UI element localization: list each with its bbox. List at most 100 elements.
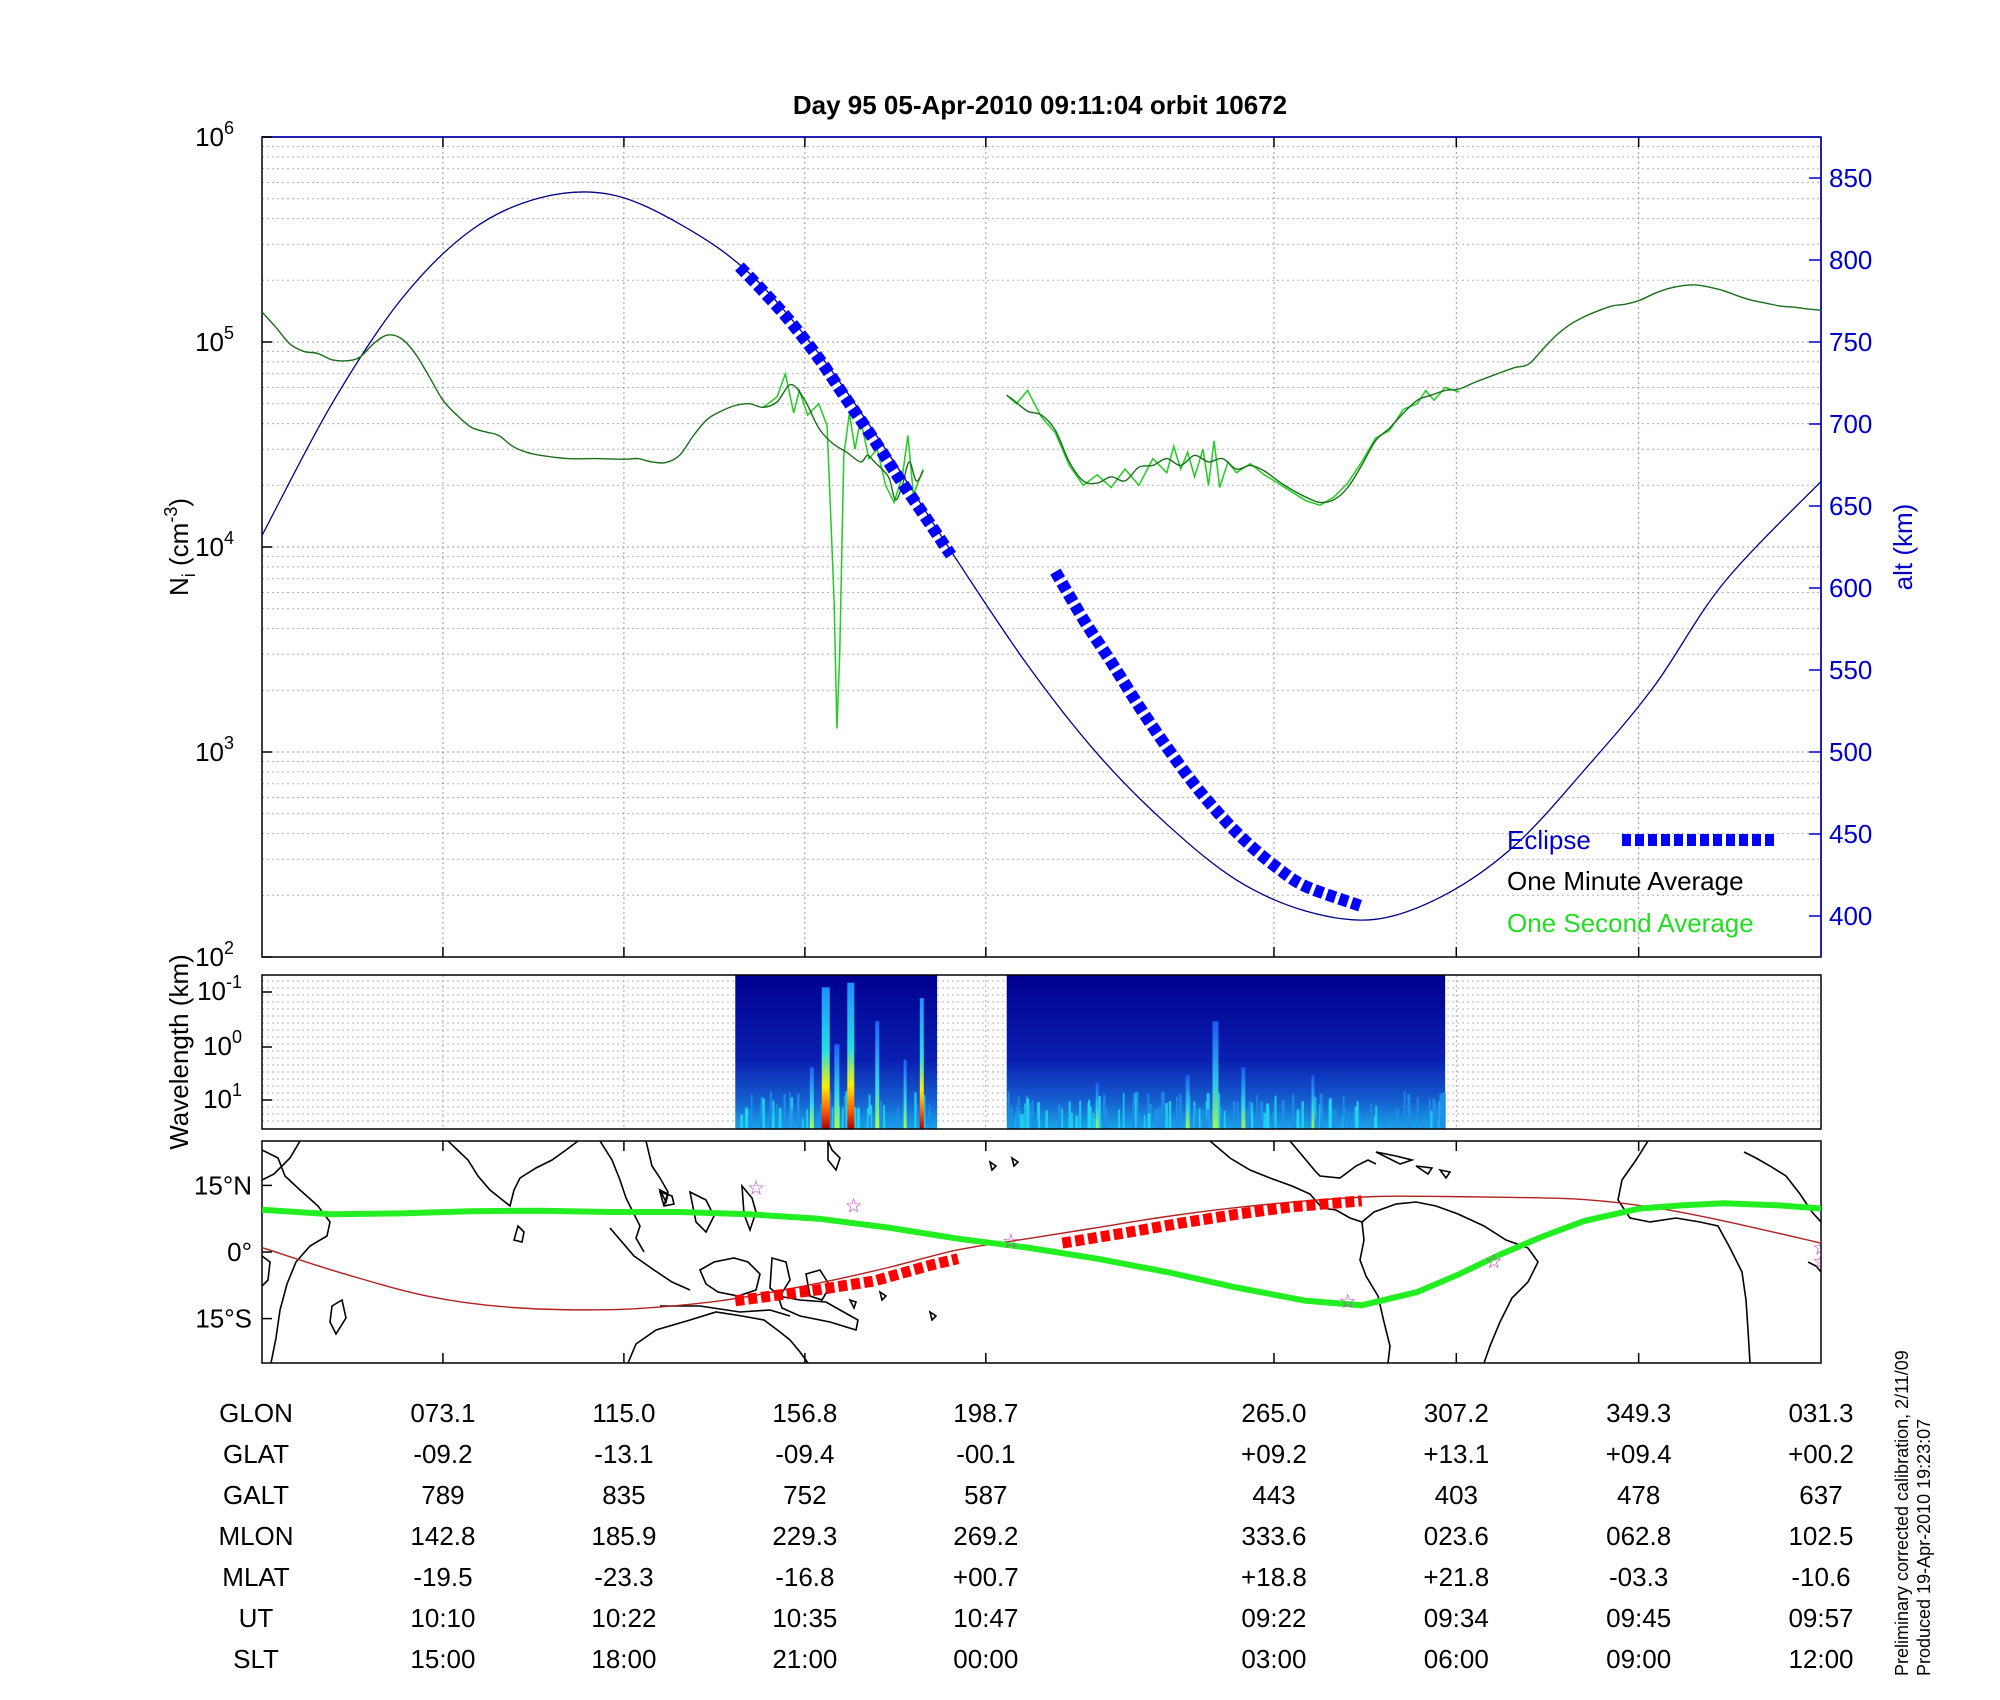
spectrogram-streak <box>1010 1107 1013 1129</box>
legend-label-minute-avg: One Minute Average <box>1507 866 1744 896</box>
spectrogram-peak <box>821 987 830 1129</box>
spectrogram-streak <box>861 1116 864 1129</box>
table-cell: -09.4 <box>775 1439 834 1469</box>
table-cell: -09.2 <box>413 1439 472 1469</box>
ground-eclipse-line <box>1061 1195 1363 1249</box>
spectrogram-streak <box>1058 1104 1061 1129</box>
spectrogram-peak <box>1241 1067 1246 1129</box>
spectrogram-streak <box>1026 1098 1030 1129</box>
spectrogram <box>735 975 1446 1129</box>
table-row-label: MLON <box>218 1521 293 1551</box>
alt-tick-label: 550 <box>1829 655 1872 685</box>
table-cell: 12:00 <box>1788 1644 1853 1674</box>
star-marker: ☆ <box>1002 1231 1020 1253</box>
spectrogram-streak <box>1147 1113 1151 1129</box>
spectrogram-streak <box>854 1107 857 1129</box>
latitude-ticks: 15°N 0° 15°S <box>194 1170 272 1334</box>
spectrogram-streak <box>1383 1118 1386 1129</box>
legend: Eclipse One Minute Average One Second Av… <box>1507 825 1774 938</box>
y-tick-label: 100 <box>203 1027 242 1061</box>
y-tick-label: 102 <box>195 938 234 972</box>
spectrogram-streak <box>1155 1113 1159 1129</box>
table-cell: -19.5 <box>413 1562 472 1592</box>
table-cell: 333.6 <box>1241 1521 1306 1551</box>
alt-tick-label: 600 <box>1829 573 1872 603</box>
spectrogram-streak <box>789 1092 791 1129</box>
table-cell: +00.7 <box>953 1562 1019 1592</box>
spectrogram-streak <box>1176 1096 1179 1129</box>
table-cell: 09:22 <box>1241 1603 1306 1633</box>
spectrogram-peak <box>847 982 855 1129</box>
table-cell: 21:00 <box>772 1644 837 1674</box>
spectrogram-streak <box>1098 1096 1101 1129</box>
table-cell: -23.3 <box>594 1562 653 1592</box>
table-cell: 307.2 <box>1424 1398 1489 1428</box>
spectrogram-streak <box>1089 1106 1092 1129</box>
table-cell: 185.9 <box>591 1521 656 1551</box>
spectrogram-streak <box>1007 1091 1010 1129</box>
coastlines <box>262 1141 1821 1363</box>
spectrogram-streak <box>879 1101 883 1129</box>
spectrogram-peak <box>875 1021 880 1129</box>
table-cell: 023.6 <box>1424 1521 1489 1551</box>
spectrogram-streak <box>1253 1115 1256 1129</box>
spectrogram-streak <box>796 1093 800 1129</box>
alt-tick-label: 750 <box>1829 327 1872 357</box>
spectrogram-streak <box>1433 1102 1437 1129</box>
spectrogram-streak <box>783 1094 786 1129</box>
spectrogram-streak <box>1070 1112 1073 1129</box>
density-grid <box>262 137 1821 957</box>
one-second-average-line <box>1006 386 1460 507</box>
table-cell: 835 <box>602 1480 645 1510</box>
spectrogram-streak <box>1045 1110 1048 1129</box>
spectrogram-streak <box>1342 1096 1345 1129</box>
spectrogram-streak <box>1443 1092 1446 1129</box>
table-cell: +09.4 <box>1606 1439 1672 1469</box>
y-tick-label: 105 <box>195 323 234 357</box>
wavelength-y-ticks: 10-1 100 101 <box>197 972 272 1114</box>
lat-tick-label: 15°N <box>194 1170 252 1200</box>
spectrogram-streak <box>1333 1116 1337 1129</box>
spectrogram-streak <box>1105 1108 1108 1129</box>
spectrogram-streak <box>778 1107 782 1129</box>
table-cell: 198.7 <box>953 1398 1018 1428</box>
table-cell: 15:00 <box>410 1644 475 1674</box>
spectrogram-streak <box>1198 1108 1201 1129</box>
ground-track-series: ☆☆☆☆☆☆☆ <box>262 1178 1821 1313</box>
table-cell: 06:00 <box>1424 1644 1489 1674</box>
alt-tick-label: 500 <box>1829 737 1872 767</box>
spectrogram-streak <box>1440 1097 1444 1129</box>
spectrogram-streak <box>1248 1101 1252 1129</box>
spectrogram-streak <box>1265 1103 1270 1129</box>
spectrogram-streak <box>1061 1108 1064 1129</box>
magnetic-equator-line <box>262 1195 1821 1311</box>
table-cell: 09:45 <box>1606 1603 1671 1633</box>
spectrogram-streak <box>833 1111 836 1129</box>
table-cell: 478 <box>1617 1480 1660 1510</box>
spectrogram-streak <box>1370 1104 1373 1129</box>
y-tick-label: 101 <box>203 1080 242 1114</box>
density-y-label: Ni (cm-3) <box>161 498 199 596</box>
spectrogram-streak <box>841 1107 844 1129</box>
spectrogram-streak <box>748 1109 751 1129</box>
eclipse-line <box>1050 568 1364 912</box>
spectrogram-streak <box>1429 1110 1433 1129</box>
legend-label-eclipse: Eclipse <box>1507 825 1591 855</box>
spectrogram-streak <box>1314 1118 1317 1129</box>
spectrogram-streak <box>1395 1109 1399 1129</box>
spectrogram-peak <box>903 1059 907 1129</box>
table-cell: 03:00 <box>1241 1644 1306 1674</box>
one-minute-average-line <box>262 311 924 501</box>
spectrogram-streak <box>1301 1101 1304 1129</box>
spectrogram-streak <box>1201 1108 1205 1129</box>
table-cell: -13.1 <box>594 1439 653 1469</box>
spectrogram-streak <box>1350 1117 1354 1129</box>
spectrogram-streak <box>1031 1100 1034 1129</box>
table-cell: 10:35 <box>772 1603 837 1633</box>
table-cell: 637 <box>1799 1480 1842 1510</box>
spectrogram-streak <box>1020 1114 1024 1129</box>
table-cell: 115.0 <box>592 1398 655 1428</box>
alt-tick-label: 800 <box>1829 245 1872 275</box>
spectrogram-streak <box>1319 1093 1323 1129</box>
table-row-label: GLON <box>219 1398 293 1428</box>
